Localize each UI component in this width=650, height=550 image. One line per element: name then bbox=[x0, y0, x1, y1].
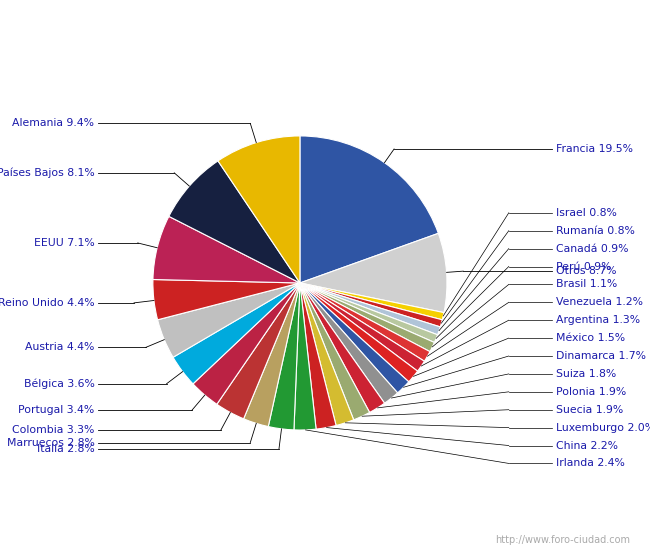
Wedge shape bbox=[300, 283, 430, 361]
Text: Países Bajos 8.1%: Países Bajos 8.1% bbox=[0, 168, 94, 178]
Text: China 2.2%: China 2.2% bbox=[556, 441, 618, 450]
Text: Suiza 1.8%: Suiza 1.8% bbox=[556, 369, 616, 379]
Wedge shape bbox=[193, 283, 300, 404]
Wedge shape bbox=[300, 283, 437, 343]
Wedge shape bbox=[300, 283, 398, 403]
Wedge shape bbox=[268, 283, 300, 430]
Text: México 1.5%: México 1.5% bbox=[556, 333, 625, 343]
Text: Perú 0.9%: Perú 0.9% bbox=[556, 261, 611, 272]
Text: Italia 2.8%: Italia 2.8% bbox=[36, 444, 94, 454]
Wedge shape bbox=[300, 283, 336, 429]
Wedge shape bbox=[153, 216, 300, 283]
Wedge shape bbox=[169, 161, 300, 283]
Wedge shape bbox=[294, 283, 316, 430]
Text: Israel 0.8%: Israel 0.8% bbox=[556, 208, 616, 218]
Wedge shape bbox=[300, 283, 424, 371]
Wedge shape bbox=[300, 283, 409, 393]
Text: Otros 8.7%: Otros 8.7% bbox=[556, 266, 616, 276]
Wedge shape bbox=[300, 233, 447, 312]
Text: Brasil 1.1%: Brasil 1.1% bbox=[556, 279, 617, 289]
Wedge shape bbox=[300, 283, 417, 382]
Wedge shape bbox=[300, 283, 370, 420]
Wedge shape bbox=[153, 279, 300, 320]
Text: Colombia 3.3%: Colombia 3.3% bbox=[12, 425, 94, 435]
Text: EEUU 7.1%: EEUU 7.1% bbox=[34, 238, 94, 248]
Text: Bélgica 3.6%: Bélgica 3.6% bbox=[23, 378, 94, 389]
Text: Francia 19.5%: Francia 19.5% bbox=[556, 144, 632, 154]
Wedge shape bbox=[300, 283, 442, 327]
Text: Portugal 3.4%: Portugal 3.4% bbox=[18, 405, 94, 415]
Text: Dinamarca 1.7%: Dinamarca 1.7% bbox=[556, 351, 645, 361]
Text: Austria 4.4%: Austria 4.4% bbox=[25, 343, 94, 353]
Wedge shape bbox=[300, 136, 438, 283]
Wedge shape bbox=[300, 283, 354, 426]
Text: Suecia 1.9%: Suecia 1.9% bbox=[556, 405, 623, 415]
Text: Canadá 0.9%: Canadá 0.9% bbox=[556, 244, 628, 254]
Text: Argentina 1.3%: Argentina 1.3% bbox=[556, 315, 640, 325]
Wedge shape bbox=[173, 283, 300, 384]
Wedge shape bbox=[300, 283, 440, 335]
Wedge shape bbox=[218, 136, 300, 283]
Wedge shape bbox=[300, 283, 385, 412]
Text: San Sebastián de los Reyes - Turistas extranjeros según país - Agosto de 2024: San Sebastián de los Reyes - Turistas ex… bbox=[25, 12, 625, 29]
Wedge shape bbox=[244, 283, 300, 427]
Text: Reino Unido 4.4%: Reino Unido 4.4% bbox=[0, 298, 94, 308]
Text: Luxemburgo 2.0%: Luxemburgo 2.0% bbox=[556, 422, 650, 433]
Wedge shape bbox=[217, 283, 300, 419]
Wedge shape bbox=[157, 283, 300, 358]
Text: Venezuela 1.2%: Venezuela 1.2% bbox=[556, 298, 643, 307]
Text: Rumanía 0.8%: Rumanía 0.8% bbox=[556, 226, 634, 236]
Text: Polonia 1.9%: Polonia 1.9% bbox=[556, 387, 626, 397]
Text: Irlanda 2.4%: Irlanda 2.4% bbox=[556, 459, 625, 469]
Wedge shape bbox=[300, 283, 434, 351]
Wedge shape bbox=[300, 283, 444, 320]
Text: http://www.foro-ciudad.com: http://www.foro-ciudad.com bbox=[495, 535, 630, 545]
Text: Alemania 9.4%: Alemania 9.4% bbox=[12, 118, 94, 129]
Text: Marruecos 2.8%: Marruecos 2.8% bbox=[6, 437, 94, 448]
